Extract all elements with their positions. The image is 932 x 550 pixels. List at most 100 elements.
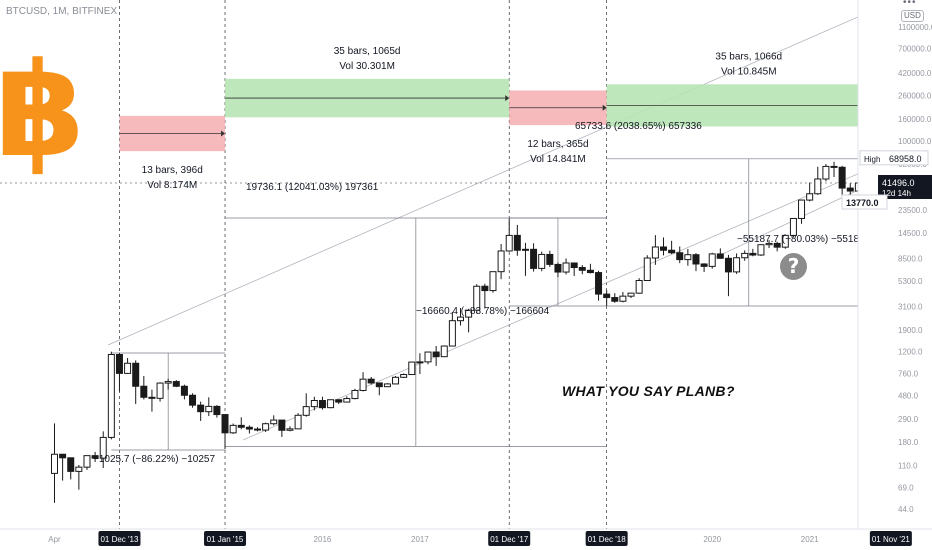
candle (67, 457, 75, 480)
candle (676, 246, 684, 264)
price-tick-label: 180.0 (898, 438, 919, 447)
symbol-title: BTCUSD, 1M, BITFINEX (6, 6, 118, 17)
candle-body (351, 389, 359, 400)
candle (838, 165, 846, 199)
candle (221, 414, 229, 450)
cycle-box-m1: 13 bars, 396d Vol 8.174M (119, 115, 226, 191)
candle (489, 271, 497, 293)
candle (294, 413, 302, 430)
candle (692, 253, 700, 272)
candle (619, 292, 627, 303)
candle-body (302, 406, 310, 416)
candle (213, 405, 221, 418)
cycle-box-label: Vol 14.841M (530, 154, 586, 165)
current-price-value: 41496.0 (882, 178, 915, 188)
candle (229, 423, 237, 434)
price-tick-label: 760.0 (898, 369, 919, 378)
candle-body (570, 262, 578, 269)
cycle-box-arrowhead (221, 130, 226, 137)
cycle-box-m2: 35 bars, 1065d Vol 30.301M (225, 46, 510, 118)
candle-body (619, 295, 627, 302)
candle-body (51, 453, 58, 474)
question-icon: ? (780, 253, 807, 280)
high-price-label: High (864, 155, 880, 164)
candle-body (286, 428, 294, 431)
candle (822, 164, 830, 182)
candle-body (846, 187, 854, 192)
candle (416, 353, 424, 375)
currency-badge[interactable]: USD (901, 10, 924, 22)
price-tick-label: 420000.0 (898, 69, 932, 78)
candle-body (424, 351, 432, 363)
candle (538, 251, 546, 272)
time-label: 01 Dec '17 (490, 535, 529, 544)
candle-body (237, 424, 245, 428)
time-label-highlight (98, 531, 141, 546)
candle-body (749, 252, 757, 256)
candle (383, 383, 391, 388)
candle-body (310, 399, 318, 408)
candle-body (757, 244, 765, 256)
candle-body (229, 424, 237, 434)
candle (757, 244, 765, 256)
candle-body (83, 455, 91, 468)
price-tick-label: 8500.0 (898, 254, 923, 263)
candle-body (205, 405, 213, 413)
candle-body (318, 399, 326, 409)
candle (262, 422, 270, 432)
candle (595, 270, 603, 301)
candle-body (213, 405, 221, 416)
candle (205, 397, 213, 417)
candle (684, 248, 692, 266)
candle (140, 375, 148, 400)
candle-body (392, 376, 400, 385)
candle (643, 255, 651, 282)
price-tick-label: 100000.0 (898, 137, 932, 146)
dots-menu-icon[interactable]: ••• (903, 0, 917, 8)
time-label: 2016 (314, 535, 332, 544)
candle-body (521, 248, 529, 251)
candle (327, 399, 335, 409)
candle-body (440, 345, 448, 358)
candle-body (676, 252, 684, 261)
candle-body (375, 382, 383, 388)
price-tick-label: 3100.0 (898, 302, 923, 311)
candle-body (465, 309, 473, 318)
candle-body (700, 263, 708, 267)
candle-body (789, 217, 797, 236)
candle-body (586, 269, 594, 274)
candle-body (635, 280, 643, 294)
candle-body (814, 178, 822, 195)
time-label: 01 Jan '15 (207, 535, 244, 544)
cycle-box-label: 12 bars, 365d (527, 139, 588, 150)
candle (408, 361, 416, 376)
candle (530, 243, 538, 272)
candle (335, 399, 343, 404)
candle-body (189, 394, 197, 406)
candle (440, 345, 448, 358)
candle-body (692, 254, 700, 265)
candle-body (513, 234, 521, 251)
time-label-highlight (488, 531, 531, 546)
bitcoin-glyph: ฿ (0, 34, 85, 186)
candle-body (197, 404, 205, 413)
candle (830, 161, 838, 178)
candle-body (75, 466, 83, 472)
candle (400, 373, 408, 378)
candle (91, 451, 99, 463)
price-tick-label: 260000.0 (898, 92, 932, 101)
time-label: 2017 (411, 535, 429, 544)
candle (107, 351, 115, 440)
candle (367, 376, 375, 385)
time-label: 2020 (703, 535, 721, 544)
candle (457, 308, 464, 326)
candle (254, 427, 261, 432)
candle (505, 218, 513, 252)
cycle-box-arrowhead (505, 95, 510, 102)
candle-body (164, 381, 172, 384)
time-label: 01 Dec '13 (100, 535, 139, 544)
candle-body (180, 385, 188, 396)
candle (180, 384, 188, 400)
price-tick-label: 44.0 (898, 505, 914, 514)
